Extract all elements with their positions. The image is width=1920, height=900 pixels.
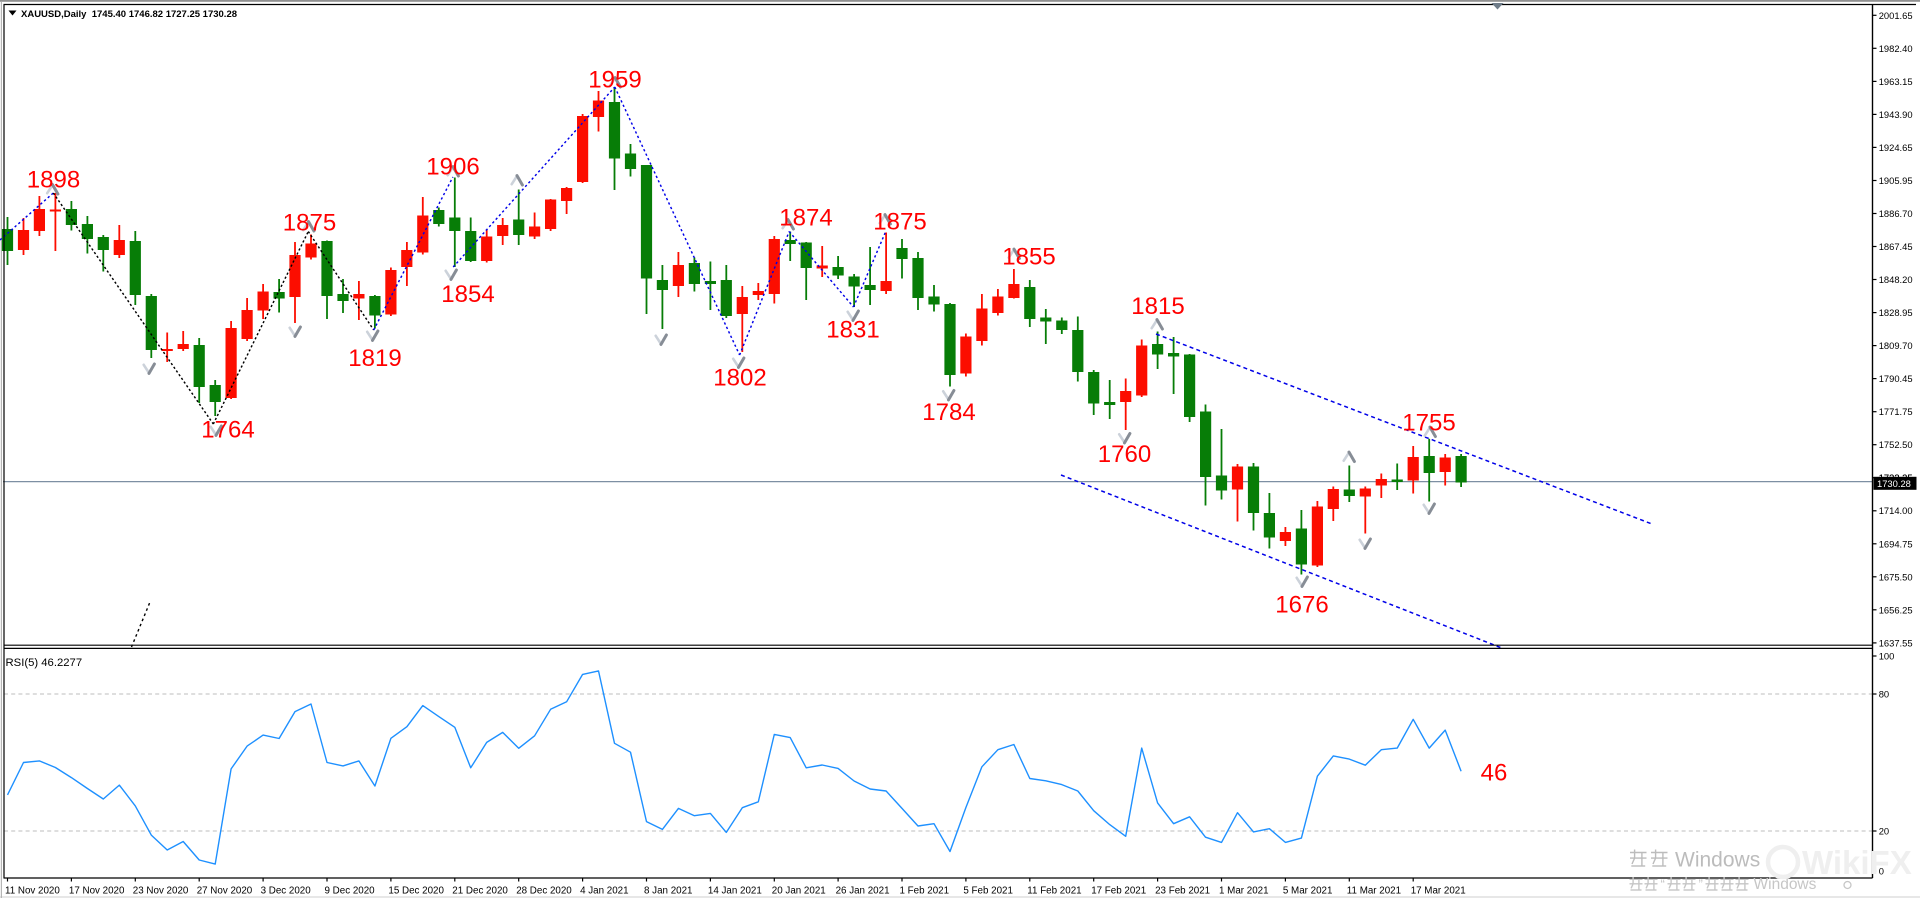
svg-text:1848.20: 1848.20 [1879,274,1913,285]
svg-text:1819: 1819 [348,345,401,372]
svg-text:1 Feb 2021: 1 Feb 2021 [900,886,950,897]
svg-text:17 Nov 2020: 17 Nov 2020 [69,886,125,897]
svg-text:1675.50: 1675.50 [1879,571,1913,582]
svg-text:1809.70: 1809.70 [1879,340,1913,351]
svg-text:46: 46 [1481,760,1508,787]
svg-text:15 Dec 2020: 15 Dec 2020 [388,886,444,897]
svg-text:Windows: Windows [1675,849,1760,872]
svg-text:1854: 1854 [441,281,494,308]
svg-text:1982.40: 1982.40 [1879,43,1913,54]
svg-text:1755: 1755 [1402,410,1455,437]
svg-text:1831: 1831 [826,317,879,344]
svg-text:1906: 1906 [426,154,479,181]
svg-text:1771.75: 1771.75 [1879,406,1913,417]
svg-text:1676: 1676 [1275,592,1328,619]
svg-text:RSI(5) 46.2277: RSI(5) 46.2277 [6,657,83,669]
svg-text:20 Jan 2021: 20 Jan 2021 [772,886,826,897]
svg-text:1802: 1802 [713,365,766,392]
svg-text:1886.70: 1886.70 [1879,208,1913,219]
svg-text:1637.55: 1637.55 [1879,637,1913,648]
svg-text:1784: 1784 [922,399,975,426]
svg-text:1905.95: 1905.95 [1879,175,1913,186]
svg-text:11 Mar 2021: 11 Mar 2021 [1347,886,1401,897]
svg-text:27 Nov 2020: 27 Nov 2020 [197,886,253,897]
svg-text:1730.28: 1730.28 [1877,478,1911,489]
svg-text:0: 0 [1879,866,1884,877]
svg-text:“: “ [1661,877,1665,892]
svg-text:1714.00: 1714.00 [1879,505,1913,516]
svg-text:1752.50: 1752.50 [1879,439,1913,450]
svg-text:1963.15: 1963.15 [1879,76,1913,87]
svg-text:9 Dec 2020: 9 Dec 2020 [325,886,376,897]
svg-text:2001.65: 2001.65 [1879,10,1913,21]
svg-text:11 Nov 2020: 11 Nov 2020 [5,886,60,897]
svg-text:8 Jan 2021: 8 Jan 2021 [644,886,692,897]
svg-text:26 Jan 2021: 26 Jan 2021 [836,886,890,897]
svg-text:17 Mar 2021: 17 Mar 2021 [1411,886,1466,897]
svg-text:1898: 1898 [27,167,80,194]
svg-text:1943.90: 1943.90 [1879,109,1913,120]
svg-text:1875: 1875 [873,209,926,236]
svg-text:1760: 1760 [1098,441,1151,468]
svg-text:1959: 1959 [588,67,641,94]
svg-text:1790.45: 1790.45 [1879,373,1913,384]
svg-text:28 Dec 2020: 28 Dec 2020 [516,886,572,897]
svg-text:5 Mar 2021: 5 Mar 2021 [1283,886,1333,897]
svg-text:23 Nov 2020: 23 Nov 2020 [133,886,189,897]
svg-text:1875: 1875 [283,210,336,237]
svg-text:5 Feb 2021: 5 Feb 2021 [963,886,1013,897]
svg-text:20: 20 [1879,826,1889,837]
svg-text:80: 80 [1879,689,1889,700]
svg-text:1867.45: 1867.45 [1879,241,1913,252]
svg-text:100: 100 [1879,651,1895,662]
svg-text:1815: 1815 [1131,293,1184,320]
svg-text:17 Feb 2021: 17 Feb 2021 [1091,886,1146,897]
svg-text:”: ” [1699,877,1703,892]
svg-text:3 Dec 2020: 3 Dec 2020 [261,886,312,897]
svg-text:1828.95: 1828.95 [1879,307,1913,318]
svg-text:1 Mar 2021: 1 Mar 2021 [1219,886,1269,897]
svg-text:11 Feb 2021: 11 Feb 2021 [1027,886,1081,897]
svg-text:Windows: Windows [1754,876,1817,893]
svg-text:14 Jan 2021: 14 Jan 2021 [708,886,762,897]
svg-text:1656.25: 1656.25 [1879,604,1913,615]
svg-text:XAUUSD,Daily 1745.40 1746.82: XAUUSD,Daily 1745.40 1746.82 1727.25 173… [21,9,237,20]
svg-text:1874: 1874 [779,205,832,232]
svg-text:1764: 1764 [201,417,254,444]
svg-text:4 Jan 2021: 4 Jan 2021 [580,886,628,897]
svg-text:23 Feb 2021: 23 Feb 2021 [1155,886,1210,897]
svg-text:1855: 1855 [1002,244,1055,271]
svg-text:1694.75: 1694.75 [1879,538,1913,549]
svg-text:1924.65: 1924.65 [1879,142,1913,153]
svg-text:21 Dec 2020: 21 Dec 2020 [452,886,508,897]
svg-text:WikiFX: WikiFX [1802,844,1912,881]
